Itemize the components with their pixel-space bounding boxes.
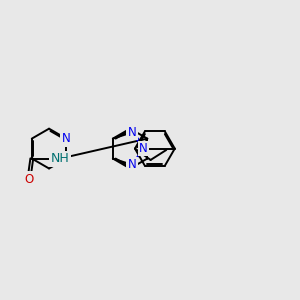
Text: N: N — [128, 158, 136, 171]
Text: N: N — [139, 142, 148, 155]
Text: NH: NH — [51, 152, 70, 165]
Text: N: N — [62, 132, 71, 145]
Text: N: N — [128, 126, 136, 139]
Text: O: O — [24, 172, 34, 185]
